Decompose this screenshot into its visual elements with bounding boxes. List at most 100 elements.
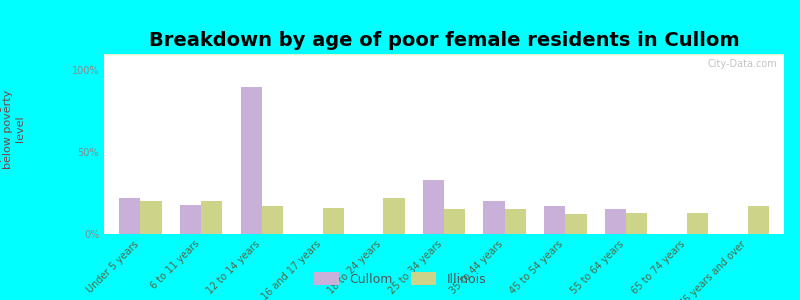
Bar bbox=[104, 54, 784, 55]
Bar bbox=[104, 54, 784, 55]
Bar bbox=[104, 55, 784, 56]
Bar bbox=[104, 54, 784, 55]
Bar bbox=[104, 54, 784, 55]
Bar bbox=[104, 55, 784, 56]
Bar bbox=[119, 198, 141, 234]
Bar bbox=[104, 54, 784, 55]
Bar bbox=[104, 54, 784, 55]
Bar bbox=[544, 206, 566, 234]
Bar bbox=[104, 55, 784, 56]
Text: City-Data.com: City-Data.com bbox=[707, 59, 778, 69]
Bar bbox=[104, 55, 784, 56]
Bar bbox=[104, 54, 784, 55]
Bar bbox=[104, 55, 784, 56]
Bar bbox=[104, 55, 784, 56]
Bar bbox=[104, 55, 784, 56]
Bar bbox=[104, 55, 784, 56]
Bar bbox=[505, 209, 526, 234]
Bar bbox=[104, 55, 784, 56]
Bar bbox=[104, 55, 784, 56]
Bar bbox=[104, 55, 784, 56]
Bar bbox=[104, 55, 784, 56]
Bar bbox=[104, 54, 784, 55]
Bar bbox=[104, 55, 784, 56]
Bar bbox=[104, 54, 784, 55]
Bar bbox=[104, 55, 784, 56]
Bar bbox=[444, 209, 466, 234]
Bar bbox=[104, 54, 784, 55]
Bar bbox=[104, 54, 784, 55]
Bar bbox=[104, 55, 784, 56]
Bar bbox=[104, 54, 784, 55]
Bar bbox=[104, 55, 784, 56]
Bar bbox=[104, 55, 784, 56]
Bar bbox=[104, 55, 784, 56]
Bar bbox=[104, 54, 784, 55]
Bar bbox=[104, 54, 784, 55]
Bar bbox=[104, 55, 784, 56]
Bar bbox=[104, 55, 784, 56]
Bar bbox=[141, 201, 162, 234]
Bar bbox=[104, 55, 784, 56]
Bar bbox=[104, 55, 784, 56]
Bar bbox=[104, 55, 784, 56]
Bar bbox=[104, 54, 784, 55]
Bar bbox=[104, 55, 784, 56]
Bar bbox=[104, 54, 784, 55]
Bar bbox=[104, 54, 784, 55]
Bar bbox=[104, 55, 784, 56]
Bar bbox=[104, 54, 784, 55]
Bar bbox=[687, 213, 708, 234]
Bar bbox=[104, 55, 784, 56]
Bar bbox=[104, 54, 784, 55]
Bar bbox=[104, 54, 784, 55]
Bar bbox=[104, 55, 784, 56]
Bar bbox=[104, 54, 784, 55]
Text: percentage
below poverty
level: percentage below poverty level bbox=[0, 89, 25, 169]
Bar bbox=[104, 54, 784, 55]
Bar bbox=[104, 54, 784, 55]
Bar bbox=[104, 55, 784, 56]
Bar bbox=[104, 54, 784, 55]
Bar bbox=[104, 54, 784, 55]
Bar bbox=[104, 55, 784, 56]
Bar bbox=[104, 54, 784, 55]
Bar bbox=[605, 209, 626, 234]
Bar bbox=[104, 54, 784, 55]
Bar bbox=[104, 55, 784, 56]
Bar bbox=[104, 55, 784, 56]
Bar bbox=[104, 54, 784, 55]
Bar bbox=[104, 55, 784, 56]
Bar bbox=[104, 55, 784, 56]
Bar bbox=[104, 55, 784, 56]
Bar bbox=[104, 55, 784, 56]
Bar bbox=[104, 54, 784, 55]
Bar bbox=[104, 55, 784, 56]
Bar bbox=[104, 54, 784, 55]
Bar bbox=[104, 54, 784, 55]
Bar bbox=[104, 54, 784, 55]
Bar bbox=[104, 55, 784, 56]
Bar bbox=[104, 54, 784, 55]
Bar bbox=[104, 55, 784, 56]
Bar bbox=[104, 55, 784, 56]
Bar bbox=[104, 55, 784, 56]
Bar bbox=[104, 55, 784, 56]
Bar bbox=[104, 54, 784, 55]
Bar bbox=[104, 55, 784, 56]
Bar bbox=[104, 54, 784, 55]
Bar bbox=[104, 54, 784, 55]
Bar bbox=[104, 54, 784, 55]
Bar bbox=[104, 55, 784, 56]
Bar bbox=[104, 55, 784, 56]
Bar bbox=[104, 55, 784, 56]
Bar bbox=[104, 55, 784, 56]
Bar bbox=[104, 54, 784, 55]
Bar bbox=[104, 55, 784, 56]
Bar bbox=[104, 55, 784, 56]
Bar bbox=[104, 54, 784, 55]
Bar bbox=[104, 55, 784, 56]
Bar bbox=[104, 54, 784, 55]
Bar bbox=[104, 55, 784, 56]
Bar bbox=[104, 54, 784, 55]
